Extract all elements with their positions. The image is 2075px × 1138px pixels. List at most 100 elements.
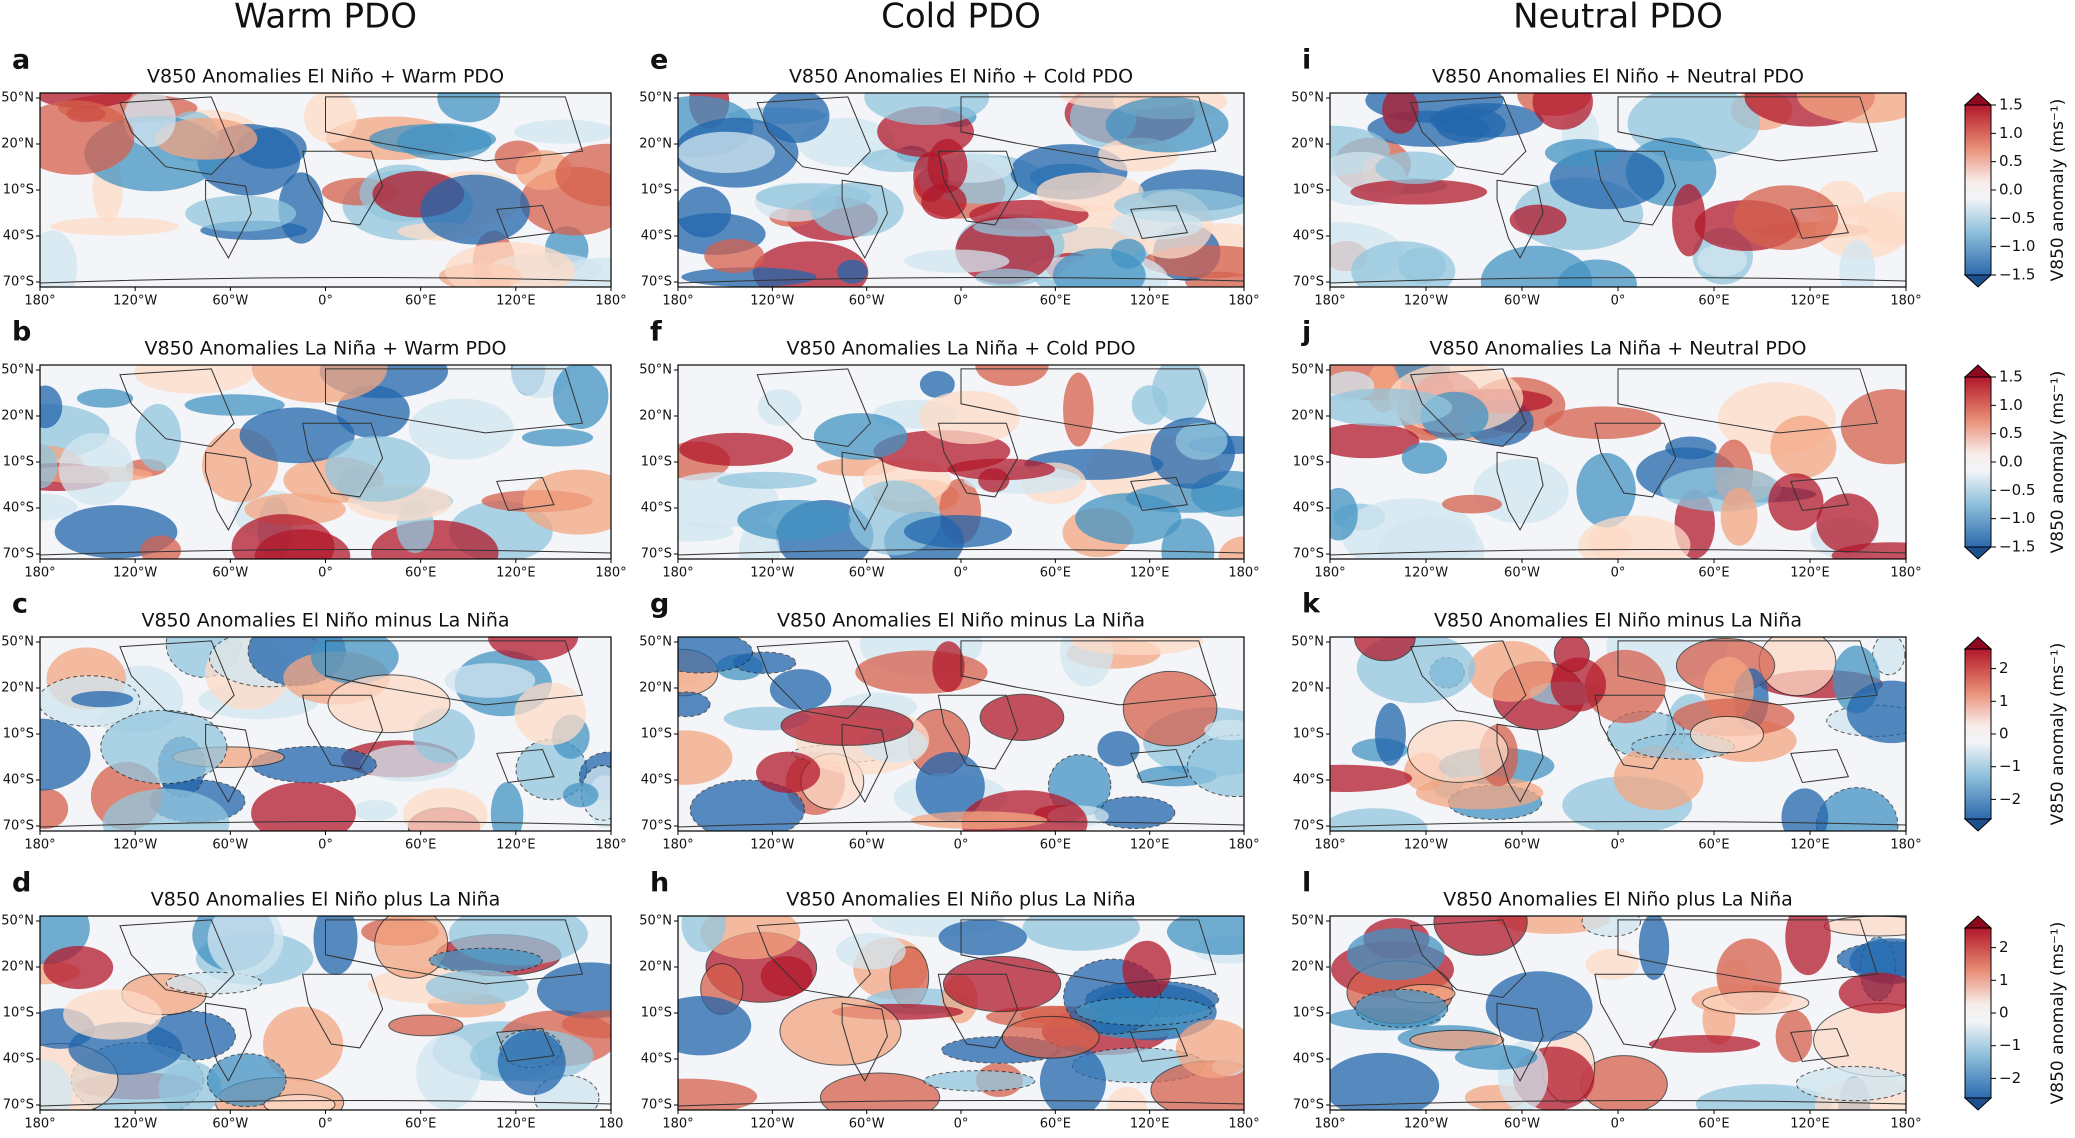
lat-label: 70°S [1293, 819, 1324, 834]
continent-outline [1790, 476, 1850, 512]
anomaly-blob [1849, 938, 1906, 984]
anomaly-blob [1161, 518, 1215, 559]
anomaly-blob [1584, 649, 1666, 724]
lon-label: 120°W [750, 294, 794, 309]
lon-label: 0° [954, 566, 969, 581]
anomaly-blob [780, 705, 914, 746]
lat-label: 10°S [641, 1006, 672, 1021]
continent-outline [1594, 150, 1677, 226]
anomaly-blob [1351, 241, 1456, 287]
panel-title: V850 Anomalies El Niño plus La Niña [1443, 889, 1793, 911]
continent-outline [1496, 1002, 1544, 1082]
continent-outline [205, 1002, 252, 1082]
continent-outline [841, 723, 888, 803]
lon-label: 120°E [1130, 1117, 1170, 1132]
anomaly-blob [428, 947, 543, 974]
map [677, 636, 1245, 832]
map-field [678, 365, 1244, 559]
colorbar-tick-label: 1.0 [1999, 124, 2023, 142]
anomaly-blob [536, 962, 611, 1019]
anomaly-blob [1330, 423, 1420, 459]
anomaly-blob [855, 650, 988, 694]
panel-letter: a [12, 45, 30, 76]
lat-label: 50°N [1291, 635, 1324, 650]
panel-title: V850 Anomalies El Niño + Neutral PDO [1432, 66, 1804, 88]
anomaly-blob [1697, 244, 1748, 277]
column-header: Neutral PDO [1513, 0, 1723, 37]
colorbar [1964, 648, 1992, 820]
anomaly-blob [522, 469, 611, 535]
panel-title: V850 Anomalies El Niño plus La Niña [786, 889, 1136, 911]
lat-label: 40°S [641, 1052, 672, 1067]
lat-label: 40°S [3, 1052, 34, 1067]
anomaly-blob [1354, 988, 1449, 1028]
anomaly-blob [490, 782, 524, 831]
anomaly-blob [1186, 734, 1244, 798]
anomaly-blob [1122, 940, 1172, 999]
anomaly-blob [40, 230, 78, 287]
anomaly-blob [1702, 991, 1810, 1015]
continent-outline [937, 150, 1019, 226]
anomaly-blob [324, 436, 431, 502]
anomaly-blob [938, 919, 1027, 956]
lat-label: 70°S [641, 275, 672, 290]
continent-outline [205, 723, 252, 803]
anomaly-blob [1354, 637, 1416, 662]
anomaly-blob [135, 403, 181, 471]
panel-title: V850 Anomalies El Niño minus La Niña [777, 610, 1145, 632]
anomaly-blob [278, 172, 324, 244]
anomaly-blob [1695, 1084, 1833, 1110]
anomaly-blob [1330, 764, 1413, 792]
lat-label: 20°N [639, 681, 672, 696]
continent-outline [1130, 476, 1189, 512]
antarctica-outline [40, 1099, 611, 1107]
lon-label: 120°W [1404, 294, 1448, 309]
panel-letter: b [12, 317, 31, 348]
panel-title: V850 Anomalies La Niña + Neutral PDO [1430, 338, 1807, 360]
anomaly-blob [207, 916, 284, 977]
continent-outline [1790, 748, 1850, 784]
anomaly-blob [1442, 494, 1503, 514]
panel-title: V850 Anomalies La Niña + Cold PDO [786, 338, 1135, 360]
continent-outline [1409, 368, 1527, 448]
anomaly-blob [1775, 1010, 1813, 1063]
lon-label: 0° [1611, 838, 1626, 853]
continent-outline [496, 748, 555, 784]
colorbar [1964, 104, 1992, 276]
lat-label: 40°S [1293, 773, 1324, 788]
continent-outline [119, 368, 235, 448]
continent-outline [1617, 368, 1878, 434]
anomaly-blob [402, 787, 488, 831]
anomaly-blob [679, 432, 794, 466]
anomaly-blob [1063, 372, 1094, 447]
continent-outline [205, 179, 252, 259]
lon-label: 120°W [113, 294, 157, 309]
anomaly-blob [40, 443, 58, 489]
antarctica-outline [1330, 276, 1906, 284]
colorbar-tick-label: 0.5 [1999, 424, 2023, 442]
anomaly-blob [678, 691, 711, 718]
anomaly-blob [336, 385, 410, 439]
lon-label: 120°E [1130, 838, 1170, 853]
lon-label: 180° [662, 1117, 693, 1132]
anomaly-blob [947, 458, 1056, 481]
anomaly-blob [1581, 916, 1641, 937]
lat-label: 10°S [3, 183, 34, 198]
lat-label: 40°S [641, 229, 672, 244]
anomaly-blob [1166, 916, 1244, 956]
lon-label: 180° [595, 838, 626, 853]
continent-outline [1617, 919, 1878, 985]
lon-label: 120°W [1404, 1117, 1448, 1132]
anomaly-blob [1795, 1065, 1906, 1102]
panel-letter: d [12, 868, 31, 899]
lat-label: 10°S [3, 727, 34, 742]
lat-label: 10°S [1293, 455, 1324, 470]
colorbar-tick-label: 0 [1999, 1004, 2009, 1022]
lat-label: 20°N [1, 960, 34, 975]
lon-label: 180° [1314, 838, 1345, 853]
anomaly-blob [1648, 1035, 1761, 1053]
panel-letter: g [650, 589, 669, 620]
colorbar-tick-label: −1.0 [1999, 237, 2035, 255]
anomaly-blob [555, 143, 611, 207]
